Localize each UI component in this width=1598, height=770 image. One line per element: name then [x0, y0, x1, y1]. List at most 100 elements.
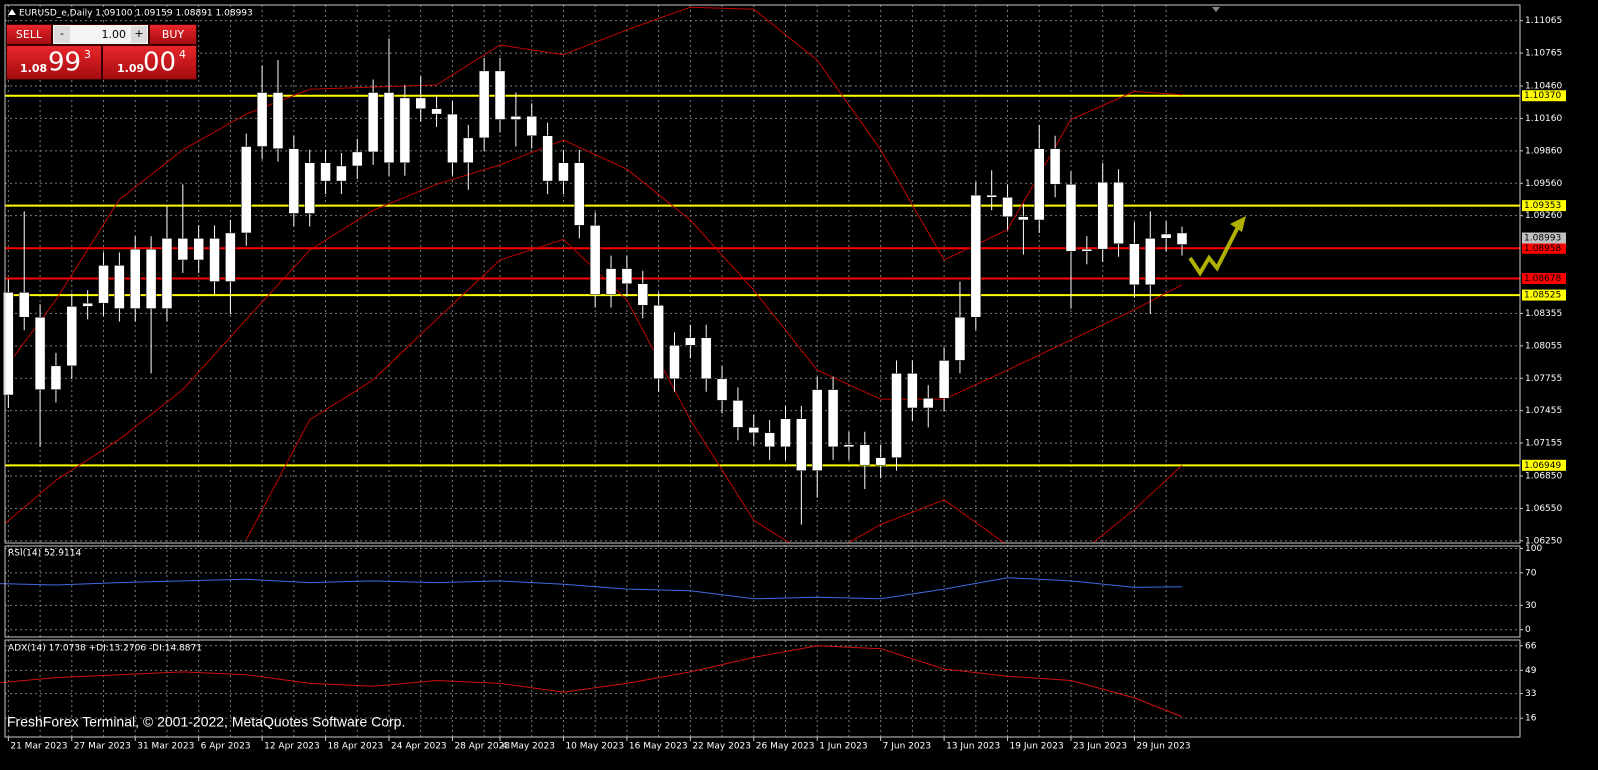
candle-layer	[3, 38, 1188, 525]
candle-body	[922, 397, 934, 409]
candle-body	[954, 316, 966, 361]
buy-button[interactable]	[150, 25, 196, 44]
bollinger-band	[5, 139, 1183, 525]
buy-label: BUY	[162, 28, 185, 41]
level-label: 1.09353	[1524, 201, 1561, 211]
candle-body	[256, 92, 268, 147]
y-tick-label: 1.08055	[1525, 341, 1562, 351]
candle-body	[225, 232, 236, 282]
candle-body	[1160, 233, 1172, 239]
x-tick-label: 24 Apr 2023	[391, 742, 447, 752]
candle-body	[938, 360, 950, 399]
candle-body	[336, 165, 347, 182]
candle-body	[891, 373, 902, 458]
candle-body	[907, 373, 918, 409]
candle-body	[1097, 181, 1108, 250]
y-tick-label: 1.07755	[1525, 374, 1562, 384]
level-label: 1.06949	[1524, 461, 1561, 471]
candle-body	[669, 345, 680, 380]
y-tick-label: 1.07455	[1525, 406, 1562, 416]
candle-body	[1065, 184, 1077, 252]
last-price-box	[1522, 232, 1566, 244]
candle-body	[145, 248, 157, 309]
bid-point: 3	[84, 48, 91, 61]
candle-body	[796, 418, 807, 471]
candle-body	[1113, 181, 1124, 245]
candle-body	[1018, 216, 1029, 221]
candle-body	[431, 108, 442, 115]
x-tick-label: 19 Jun 2023	[1010, 742, 1064, 752]
candle-body	[66, 306, 78, 367]
candle-body	[732, 400, 744, 428]
candle-body	[352, 151, 363, 167]
symbol-icon	[8, 9, 16, 15]
x-tick-label: 27 Mar 2023	[74, 742, 131, 752]
level-label-box	[1522, 242, 1566, 254]
adx-title: ADX(14) 17.0738 +DI:13.2706 -DI:14.8871	[8, 644, 202, 654]
candle-body	[18, 292, 30, 318]
adx-frame	[4, 639, 1521, 738]
candle-body	[415, 97, 426, 109]
lot-field[interactable]	[53, 25, 148, 44]
x-tick-label: 23 Jun 2023	[1073, 742, 1127, 752]
candle-body	[510, 116, 522, 120]
sell-button[interactable]	[7, 25, 51, 44]
main-frame	[4, 4, 1521, 544]
candle-body	[653, 305, 664, 380]
candle-body	[700, 337, 712, 380]
x-tick-label: 28 Apr 2023	[454, 742, 510, 752]
bid-pips: 99	[48, 48, 81, 78]
candle-body	[98, 265, 109, 304]
candle-body	[1129, 243, 1140, 286]
candle-body	[1002, 197, 1013, 217]
y-tick-label: 49	[1525, 666, 1537, 676]
candle-body	[447, 113, 458, 163]
candle-body	[558, 162, 569, 182]
plus-button[interactable]	[131, 26, 147, 43]
candle-body	[399, 97, 411, 163]
x-tick-label: 7 Jun 2023	[883, 742, 931, 752]
candle-body	[843, 444, 855, 448]
x-tick-label: 6 Apr 2023	[201, 742, 251, 752]
y-tick-label: 0	[1525, 625, 1531, 635]
candle-body	[542, 135, 553, 182]
y-tick-label: 66	[1525, 641, 1537, 651]
y-tick-label: 16	[1525, 714, 1537, 724]
rsi-title: RSI(14) 52.9114	[8, 549, 81, 559]
candle-body	[209, 238, 220, 282]
candle-body	[367, 92, 379, 153]
candle-body	[780, 418, 791, 448]
copyright: FreshForex Terminal, © 2001-2022, MetaQu…	[7, 714, 405, 730]
minus-button[interactable]	[54, 26, 70, 43]
candle-body	[304, 162, 315, 214]
x-tick-label: 10 May 2023	[565, 742, 624, 752]
candle-body	[50, 365, 62, 390]
candle-body	[3, 292, 14, 396]
shift-marker	[1212, 7, 1220, 12]
candle-body	[272, 92, 284, 149]
candle-body	[82, 302, 93, 307]
minus-label: -	[60, 27, 64, 40]
candle-body	[177, 238, 189, 261]
candle-body	[288, 148, 300, 214]
y-tick-label: 1.09860	[1525, 146, 1562, 156]
y-tick-label: 1.10460	[1525, 82, 1562, 92]
indicator-line	[0, 577, 1183, 600]
candle-body	[621, 268, 633, 284]
candle-body	[34, 316, 46, 390]
candle-body	[589, 225, 601, 295]
bid-big-figure: 1.08	[20, 62, 47, 75]
y-tick-label: 1.09560	[1525, 179, 1562, 189]
x-tick-label: 16 May 2023	[629, 742, 688, 752]
plus-label: +	[134, 27, 143, 40]
ask-box[interactable]	[103, 46, 196, 79]
level-label: 1.08525	[1524, 291, 1561, 301]
candle-body	[526, 116, 537, 136]
x-tick-label: 1 Jun 2023	[819, 742, 867, 752]
level-label-box	[1522, 289, 1566, 301]
y-tick-label: 100	[1525, 544, 1542, 554]
bid-box[interactable]	[7, 46, 101, 79]
chart-title: EURUSD_e,Daily 1.09100 1.09159 1.08891 1…	[19, 9, 253, 19]
ask-pips: 00	[143, 48, 176, 78]
